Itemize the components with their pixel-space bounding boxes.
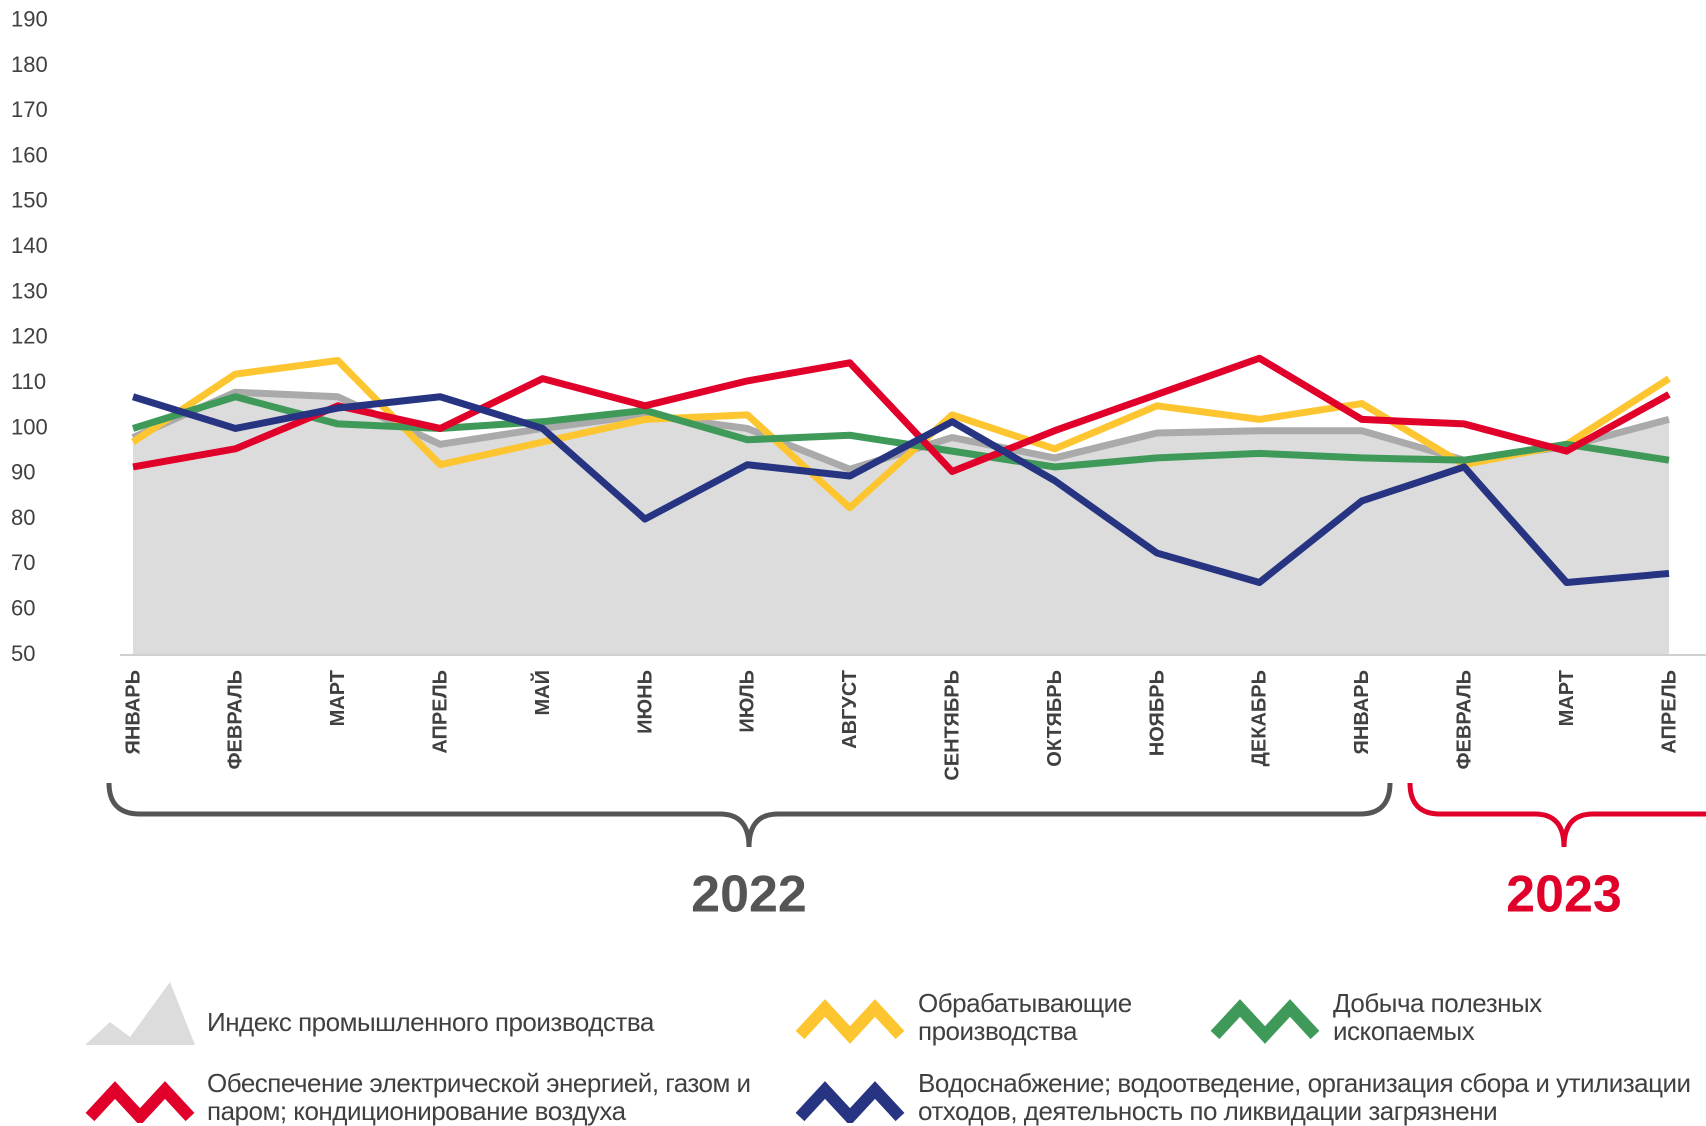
x-tick-label: ЯНВАРЬ (1351, 670, 1373, 754)
y-tick-label: 90 (11, 460, 35, 485)
year-label: 2023 (1506, 866, 1622, 924)
y-tick-label: 80 (11, 505, 35, 530)
x-tick-label: ФЕВРАЛЬ (225, 670, 247, 770)
y-tick-label: 190 (11, 7, 48, 32)
y-tick-label: 110 (11, 369, 46, 394)
x-tick-label: АПРЕЛЬ (1658, 670, 1680, 754)
y-tick-label: 160 (11, 142, 48, 167)
x-tick-label: МАЙ (530, 670, 554, 715)
x-tick-label: ЯНВАРЬ (122, 670, 144, 754)
x-tick-label: ИЮНЬ (634, 670, 656, 734)
line (131, 393, 1670, 471)
y-tick-label: 100 (11, 414, 48, 439)
legend-icon (1210, 999, 1320, 1044)
x-tick-label: МАРТ (1556, 670, 1578, 726)
x-tick-label: МАРТ (327, 670, 349, 726)
line (132, 354, 1671, 476)
y-tick-label: 120 (11, 324, 48, 349)
x-tick-label: АВГУСТ (839, 670, 861, 749)
legend-label: Обеспечение электрической энергией, газо… (207, 1068, 751, 1126)
x-tick-label: ИЮЛЬ (737, 670, 759, 733)
x-tick-label: ФЕВРАЛЬ (1453, 670, 1475, 770)
line (131, 393, 1670, 587)
legend-label: Обрабатывающие производства (918, 988, 1132, 1046)
x-tick-label: АПРЕЛЬ (429, 670, 451, 754)
x-tick-label: ОКТЯБРЬ (1044, 670, 1066, 767)
year-label: 2022 (691, 866, 807, 924)
y-tick-label: 170 (11, 97, 48, 122)
y-tick-label: 150 (11, 188, 48, 213)
y-tick-label: 70 (11, 550, 35, 575)
legend-label: Добыча полезных ископаемых (1333, 988, 1542, 1046)
legend-icon (85, 982, 195, 1045)
area (133, 392, 1669, 655)
legend-icon (795, 1081, 905, 1123)
x-tick-label: НОЯБРЬ (1146, 670, 1168, 756)
y-tick-label: 140 (11, 233, 48, 258)
x-tick-label: ДЕКАБРЬ (1249, 670, 1271, 766)
legend-label: Водоснабжение; водоотведение, организаци… (918, 1068, 1691, 1126)
y-tick-label: 50 (11, 641, 35, 666)
y-tick-label: 60 (11, 596, 35, 621)
brace-2022 (106, 782, 1393, 848)
y-tick-label: 130 (11, 278, 48, 303)
y-tick-label: 180 (11, 52, 48, 77)
x-tick-label: СЕНТЯБРЬ (941, 670, 963, 781)
legend-icon (85, 1081, 195, 1123)
brace-2023 (1407, 782, 1706, 848)
line (131, 357, 1671, 512)
legend-icon (795, 999, 905, 1044)
legend-label: Индекс промышленного производства (207, 1007, 654, 1037)
